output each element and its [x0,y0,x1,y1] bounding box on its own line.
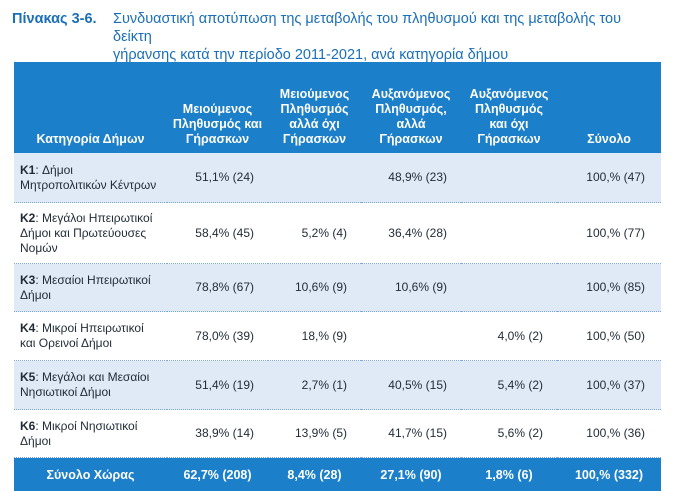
header-decreasing-not-aging: Μειούμενος Πληθυσμός αλλά όχι Γήρασκων [268,62,361,153]
category-cell: K4: Μικροί Ηπειρωτικοί και Ορεινοί Δήμοι [14,312,167,361]
footer-decreasing-not-aging: 8,4% (28) [268,458,361,491]
cell-total: 100,% (47) [557,153,661,203]
footer-increasing-not-aging: 1,8% (6) [461,458,557,491]
header-row: Κατηγορία Δήμων Μειούμενος Πληθυσμός και… [14,62,661,153]
category-cell: K5: Μεγάλοι και Μεσαίοι Νησιωτικοί Δήμοι [14,361,167,410]
category-cell: K3: Μεσαίοι Ηπειρωτικοί Δήμοι [14,264,167,312]
category-name: : Μεγάλοι και Μεσαίοι Νησιωτικοί Δήμοι [20,370,149,399]
category-code: K1 [20,163,35,177]
table-row: K3: Μεσαίοι Ηπειρωτικοί Δήμοι 78,8% (67)… [14,264,661,312]
cell-total: 100,% (50) [557,312,661,361]
header-increasing-not-aging: Αυξανόμενος Πληθυσμός και όχι Γήρασκων [461,62,557,153]
cell-total: 100,% (77) [557,203,661,264]
header-increasing-aging: Αυξανόμενος Πληθυσμός, αλλά Γήρασκων [361,62,461,153]
category-cell: K2: Μεγάλοι Ηπειρωτικοί Δήμοι και Πρωτεύ… [14,203,167,264]
category-code: K3 [20,273,35,287]
table-row: K5: Μεγάλοι και Μεσαίοι Νησιωτικοί Δήμοι… [14,361,661,410]
cell-decreasing-aging: 78,0% (39) [167,312,268,361]
category-name: : Μεγάλοι Ηπειρωτικοί Δήμοι και Πρωτεύου… [20,211,152,255]
category-cell: K1: Δήμοι Μητροπολιτικών Κέντρων [14,153,167,203]
cell-increasing-not-aging: 5,4% (2) [461,361,557,410]
cell-decreasing-not-aging [268,153,361,203]
category-cell: K6: Μικροί Νησιωτικοί Δήμοι [14,410,167,458]
cell-increasing-aging: 41,7% (15) [361,410,461,458]
cell-decreasing-not-aging: 5,2% (4) [268,203,361,264]
cell-increasing-aging [361,312,461,361]
category-name: : Μικροί Νησιωτικοί Δήμοι [20,419,137,448]
table-row: K2: Μεγάλοι Ηπειρωτικοί Δήμοι και Πρωτεύ… [14,203,661,264]
cell-increasing-aging: 48,9% (23) [361,153,461,203]
cell-decreasing-not-aging: 13,9% (5) [268,410,361,458]
cell-decreasing-aging: 38,9% (14) [167,410,268,458]
cell-increasing-not-aging [461,203,557,264]
cell-total: 100,% (85) [557,264,661,312]
cell-increasing-not-aging [461,153,557,203]
cell-decreasing-aging: 51,4% (19) [167,361,268,410]
category-name: : Μικροί Ηπειρωτικοί και Ορεινοί Δήμοι [20,321,144,350]
header-decreasing-aging: Μειούμενος Πληθυσμός και Γήρασκων [167,62,268,153]
footer-label: Σύνολο Χώρας [14,458,167,491]
table-caption: Πίνακας 3-6. Συνδυαστική αποτύπωση της μ… [12,10,662,64]
data-table: Κατηγορία Δήμων Μειούμενος Πληθυσμός και… [14,62,661,491]
category-code: K6 [20,419,35,433]
category-code: K5 [20,370,35,384]
category-name: : Δήμοι Μητροπολιτικών Κέντρων [20,163,156,192]
cell-decreasing-aging: 51,1% (24) [167,153,268,203]
footer-total: 100,% (332) [557,458,661,491]
category-name: : Μεσαίοι Ηπειρωτικοί Δήμοι [20,273,151,302]
cell-decreasing-aging: 78,8% (67) [167,264,268,312]
cell-increasing-not-aging: 5,6% (2) [461,410,557,458]
table-title-line-1: Συνδυαστική αποτύπωση της μεταβολής του … [113,10,662,46]
cell-increasing-aging: 40,5% (15) [361,361,461,410]
table-number: Πίνακας 3-6. [12,10,113,46]
table-row: K4: Μικροί Ηπειρωτικοί και Ορεινοί Δήμοι… [14,312,661,361]
cell-increasing-aging: 10,6% (9) [361,264,461,312]
cell-decreasing-not-aging: 10,6% (9) [268,264,361,312]
cell-decreasing-aging: 58,4% (45) [167,203,268,264]
cell-decreasing-not-aging: 2,7% (1) [268,361,361,410]
table-row: K1: Δήμοι Μητροπολιτικών Κέντρων 51,1% (… [14,153,661,203]
cell-increasing-aging: 36,4% (28) [361,203,461,264]
cell-increasing-not-aging: 4,0% (2) [461,312,557,361]
category-code: K2 [20,211,35,225]
cell-total: 100,% (37) [557,361,661,410]
footer-decreasing-aging: 62,7% (208) [167,458,268,491]
cell-increasing-not-aging [461,264,557,312]
table-row: K6: Μικροί Νησιωτικοί Δήμοι 38,9% (14) 1… [14,410,661,458]
category-code: K4 [20,321,35,335]
footer-increasing-aging: 27,1% (90) [361,458,461,491]
header-category: Κατηγορία Δήμων [14,62,167,153]
cell-total: 100,% (36) [557,410,661,458]
footer-total-row: Σύνολο Χώρας 62,7% (208) 8,4% (28) 27,1%… [14,458,661,491]
header-total: Σύνολο [557,62,661,153]
cell-decreasing-not-aging: 18,% (9) [268,312,361,361]
